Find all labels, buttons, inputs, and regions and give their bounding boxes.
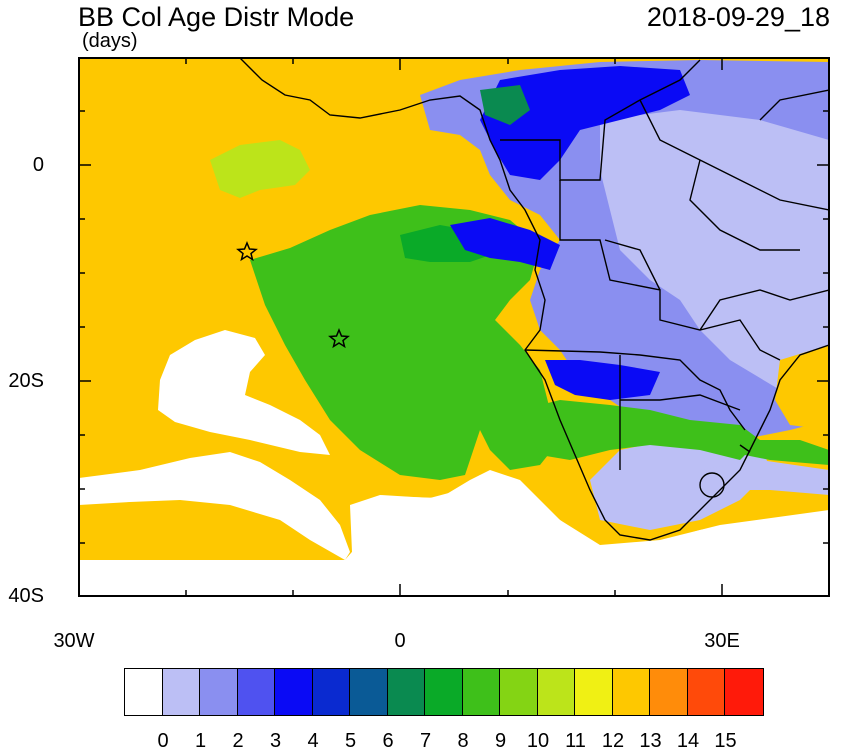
clean-air-blob [158, 330, 330, 455]
age-11-patch [210, 140, 310, 198]
date-label: 2018-09-29_18 [646, 2, 830, 32]
colorbar-box-5 [312, 669, 350, 715]
colorbar-label-2: 2 [232, 730, 244, 752]
lon-label-0: 0 [394, 630, 406, 652]
colorbar-box-7 [387, 669, 425, 715]
colorbar-label-0: 0 [157, 730, 169, 752]
age-3-south [545, 360, 660, 400]
age-7-north [480, 85, 530, 125]
lat-label-0: 0 [32, 154, 44, 176]
colorbar-box-3 [237, 669, 275, 715]
colorbar-label-12: 12 [601, 730, 625, 752]
colorbar-box-4 [275, 669, 313, 715]
colorbar-box-15 [687, 669, 725, 715]
colorbar [124, 668, 764, 716]
colorbar-box-16 [725, 669, 763, 715]
age-12-southeast [775, 345, 829, 430]
colorbar-label-8: 8 [457, 730, 469, 752]
colorbar-label-14: 14 [676, 730, 700, 752]
age-8-south [520, 400, 760, 460]
colorbar-box-1 [162, 669, 200, 715]
plot-title: BB Col Age Distr Mode [78, 2, 355, 32]
clean-air-south-2 [79, 470, 829, 596]
lon-label-30w: 30W [53, 630, 95, 652]
colorbar-label-10: 10 [526, 730, 550, 752]
axis-ticks [79, 58, 829, 596]
lat-label-40s: 40S [8, 585, 44, 607]
age-8-east-strip [740, 440, 829, 465]
colorbar-label-9: 9 [494, 730, 507, 752]
colorbar-box-0 [125, 669, 163, 715]
colorbar-box-2 [200, 669, 238, 715]
colorbar-box-10 [500, 669, 538, 715]
age-1-east-strip [700, 460, 829, 495]
lon-label-30e: 30E [704, 630, 740, 652]
units-label: (days) [82, 30, 138, 52]
age-9-plume [250, 205, 560, 480]
colorbar-box-14 [650, 669, 688, 715]
country-borders [239, 58, 829, 541]
lat-label-20s: 20S [8, 370, 44, 392]
age-1-land [600, 110, 829, 390]
colorbar-box-9 [462, 669, 500, 715]
colorbar-label-5: 5 [344, 730, 357, 752]
colorbar-box-6 [350, 669, 388, 715]
colorbar-box-11 [537, 669, 575, 715]
star-marker-1 [236, 241, 258, 262]
colorbar-label-6: 6 [382, 730, 394, 752]
colorbar-label-11: 11 [565, 730, 586, 752]
colorbar-box-12 [575, 669, 613, 715]
colorbar-label-4: 4 [307, 730, 319, 752]
colorbar-labels: 0 1 2 3 4 5 6 7 8 9 10 11 12 13 14 15 [0, 730, 850, 754]
colorbar-box-13 [612, 669, 650, 715]
colorbar-label-13: 13 [639, 730, 662, 752]
colorbar-label-7: 7 [419, 730, 432, 752]
colorbar-label-15: 15 [714, 730, 737, 752]
age-3-north [480, 66, 690, 180]
age-3-central [450, 218, 560, 270]
colorbar-label-1: 1 [194, 730, 207, 752]
star-marker-2 [328, 328, 350, 349]
colorbar-box-8 [425, 669, 463, 715]
colorbar-label-3: 3 [269, 730, 282, 752]
